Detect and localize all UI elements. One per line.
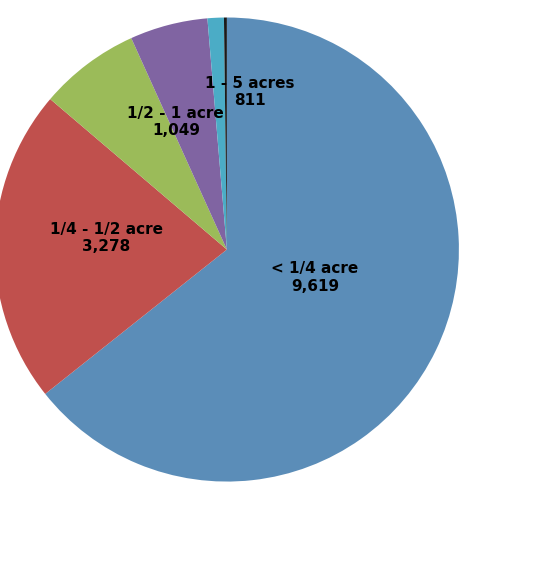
- Wedge shape: [45, 18, 459, 481]
- Wedge shape: [207, 18, 227, 250]
- Text: 1/2 - 1 acre
1,049: 1/2 - 1 acre 1,049: [128, 106, 224, 138]
- Wedge shape: [131, 18, 227, 250]
- Wedge shape: [0, 99, 227, 394]
- Wedge shape: [50, 38, 227, 250]
- Text: 1 - 5 acres
811: 1 - 5 acres 811: [205, 75, 295, 108]
- Text: < 1/4 acre
9,619: < 1/4 acre 9,619: [271, 261, 359, 294]
- Wedge shape: [224, 18, 227, 250]
- Text: 1/4 - 1/2 acre
3,278: 1/4 - 1/2 acre 3,278: [50, 222, 163, 254]
